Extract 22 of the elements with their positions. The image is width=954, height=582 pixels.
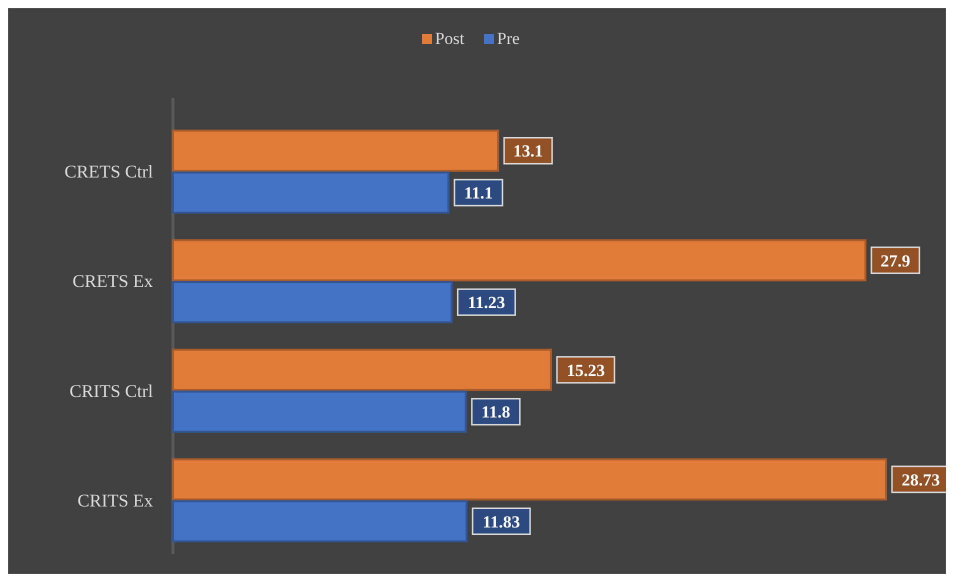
bar — [172, 458, 887, 500]
data-label: 11.83 — [482, 512, 520, 532]
bar — [172, 239, 866, 282]
bar — [172, 172, 450, 214]
bar — [172, 281, 453, 324]
y-tick-label: CRITS Ctrl — [69, 380, 153, 401]
bar — [172, 348, 552, 391]
y-tick-label: CRETS Ex — [72, 271, 153, 292]
data-label: 15.23 — [566, 360, 605, 380]
bar — [172, 130, 500, 172]
y-tick-label: CRETS Ctrl — [64, 162, 153, 182]
legend-label: Post — [435, 29, 465, 48]
bar — [172, 500, 468, 542]
bar — [172, 390, 467, 433]
data-label: 13.1 — [513, 142, 543, 161]
legend-label: Pre — [497, 29, 520, 48]
data-label: 11.1 — [464, 184, 493, 203]
data-label: 28.73 — [902, 470, 940, 490]
data-label: 11.8 — [481, 402, 510, 422]
data-label: 11.23 — [468, 293, 506, 312]
data-label: 27.9 — [880, 251, 910, 270]
y-tick-label: CRITS Ex — [77, 490, 153, 510]
